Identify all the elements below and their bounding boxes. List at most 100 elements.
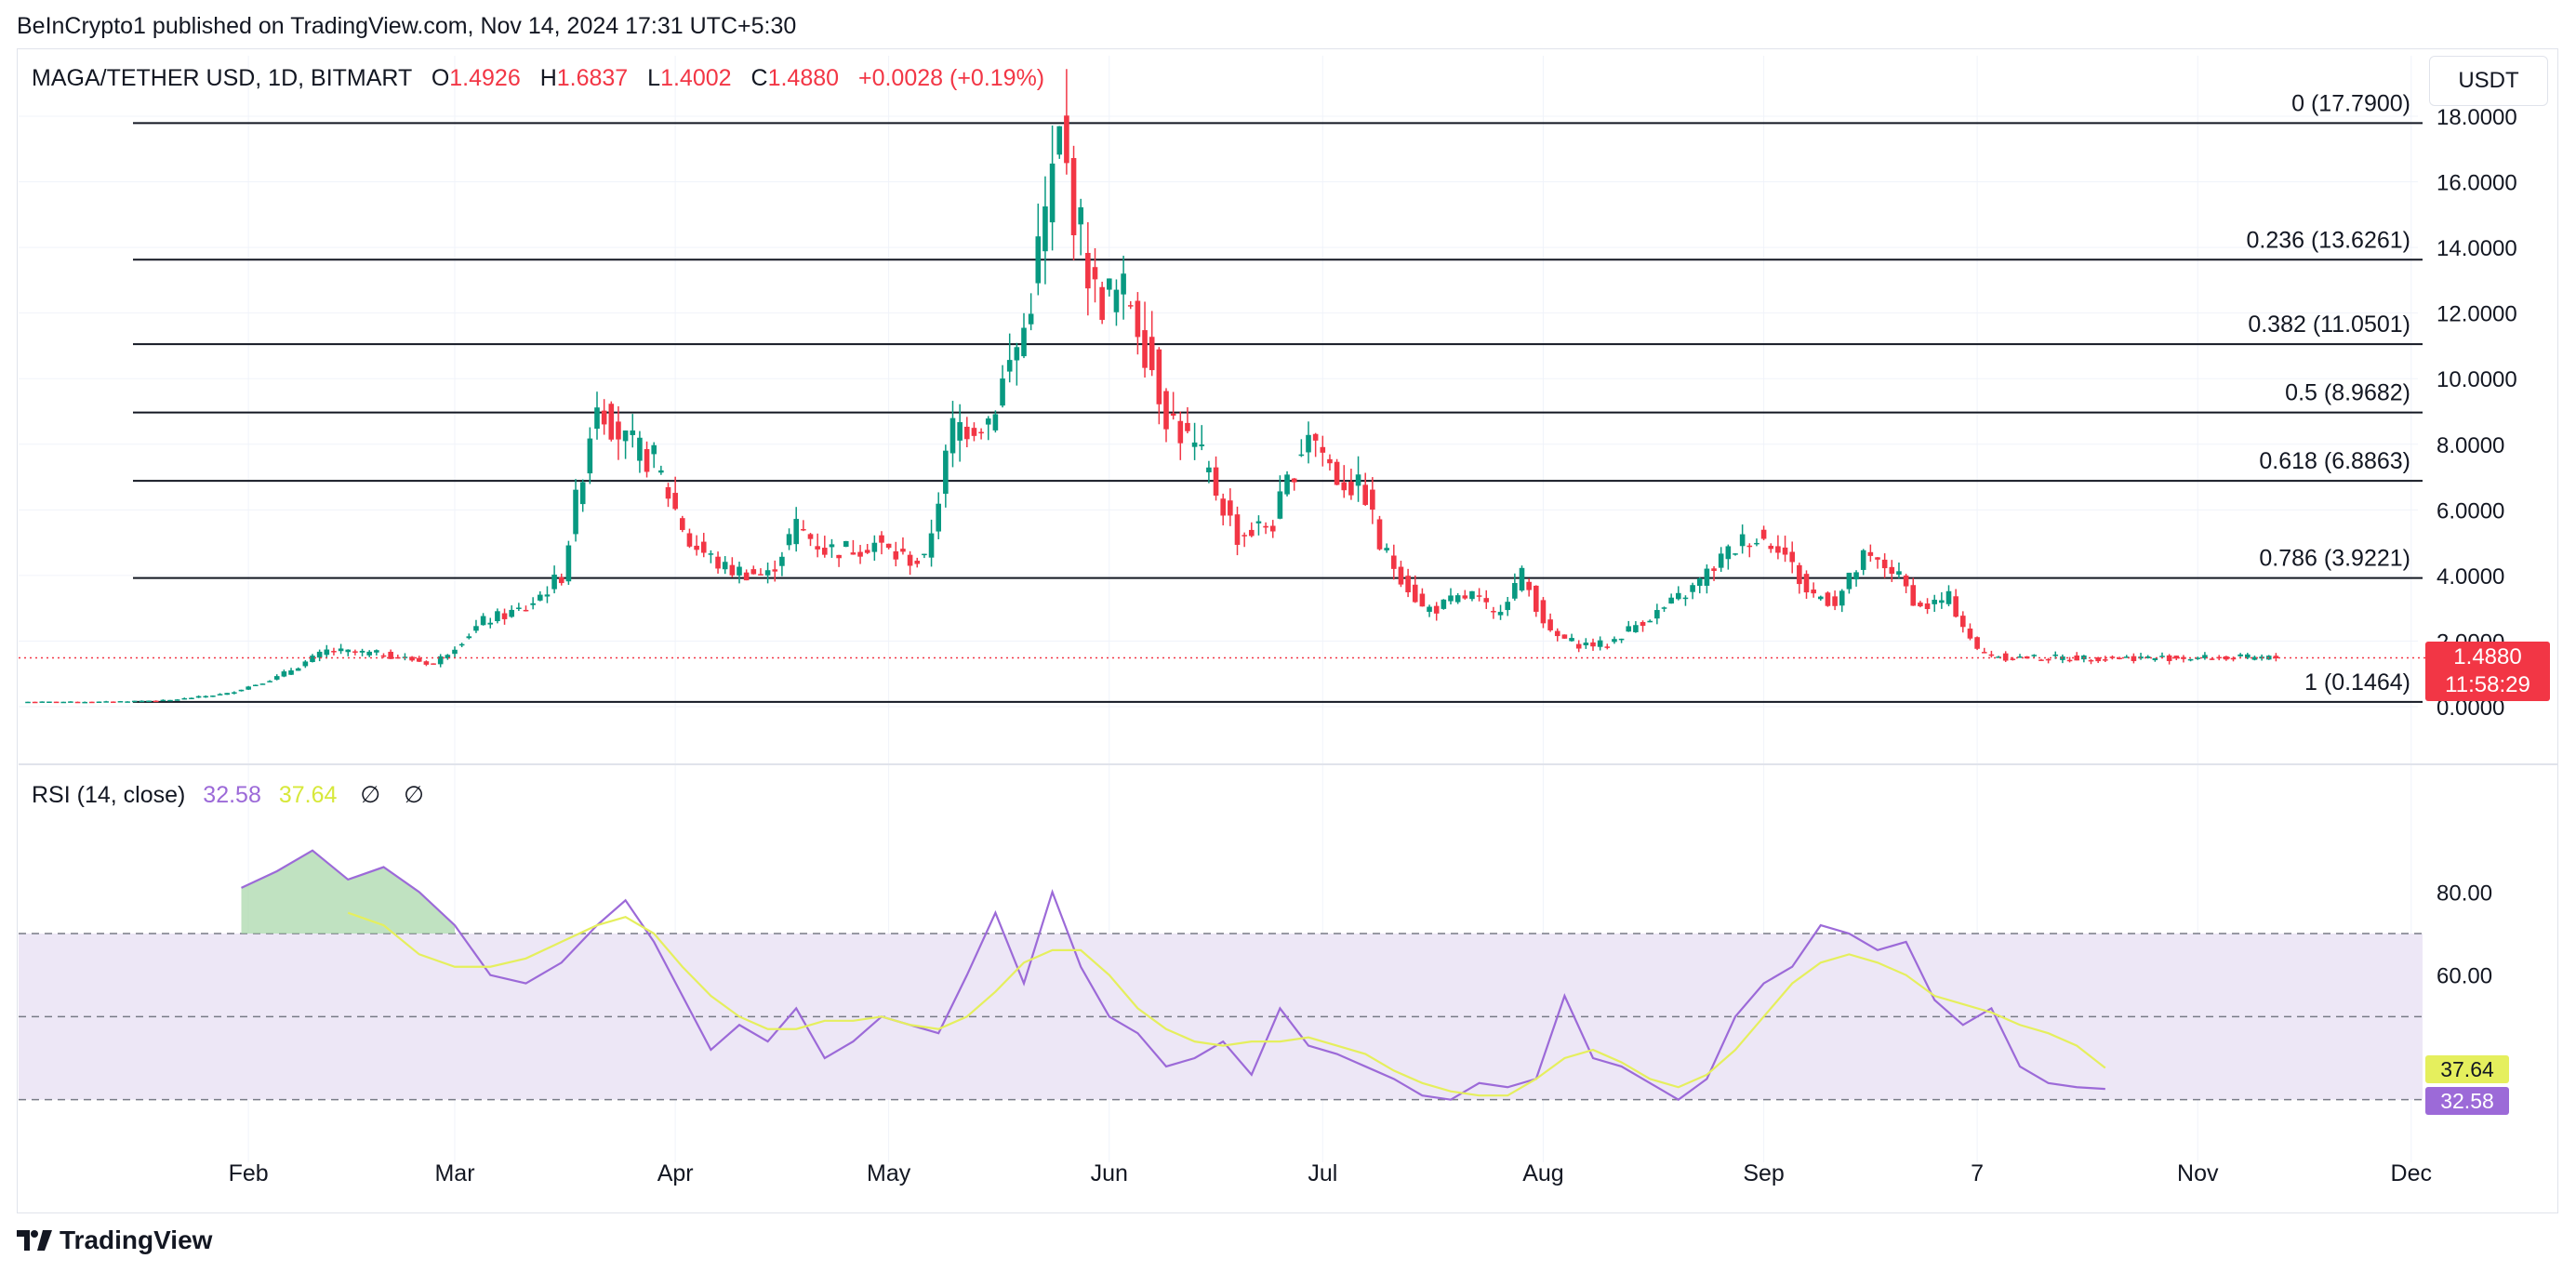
candle-body[interactable]	[1277, 491, 1283, 519]
candle-body[interactable]	[2159, 656, 2165, 657]
candle-body[interactable]	[2273, 656, 2279, 659]
currency-unit-button[interactable]: USDT	[2429, 56, 2548, 106]
candle-body[interactable]	[680, 518, 685, 530]
candle-body[interactable]	[1939, 600, 1945, 603]
candle-body[interactable]	[195, 696, 202, 698]
candle-body[interactable]	[1797, 564, 1802, 585]
candle-body[interactable]	[1362, 484, 1368, 505]
candle-body[interactable]	[68, 701, 73, 703]
candle-body[interactable]	[1163, 391, 1169, 430]
candle-body[interactable]	[2002, 653, 2009, 661]
candle-body[interactable]	[1626, 626, 1632, 632]
candle-body[interactable]	[1718, 553, 1724, 568]
candle-body[interactable]	[1867, 551, 1874, 556]
candle-body[interactable]	[316, 651, 323, 658]
candle-body[interactable]	[936, 503, 941, 532]
candle-body[interactable]	[1028, 313, 1034, 325]
candle-body[interactable]	[1875, 557, 1880, 560]
candle-body[interactable]	[2117, 657, 2122, 659]
candle-body[interactable]	[538, 594, 543, 601]
candle-body[interactable]	[793, 519, 799, 545]
candle-body[interactable]	[587, 438, 593, 474]
candle-body[interactable]	[1682, 597, 1689, 600]
candle-body[interactable]	[1760, 529, 1767, 539]
candle-body[interactable]	[1696, 578, 1703, 587]
candle-body[interactable]	[1512, 583, 1518, 599]
candle-body[interactable]	[1085, 253, 1091, 289]
candle-body[interactable]	[1107, 278, 1112, 290]
candle-body[interactable]	[310, 656, 315, 662]
candle-body[interactable]	[1298, 454, 1305, 457]
candle-body[interactable]	[1454, 595, 1461, 603]
candle-body[interactable]	[281, 671, 287, 677]
candle-body[interactable]	[964, 426, 970, 440]
candle-body[interactable]	[1291, 478, 1297, 483]
candle-body[interactable]	[928, 533, 935, 558]
candle-body[interactable]	[1896, 571, 1902, 576]
candle-body[interactable]	[288, 669, 294, 675]
candle-body[interactable]	[2245, 654, 2251, 658]
candle-body[interactable]	[380, 655, 387, 657]
candle-body[interactable]	[594, 407, 600, 430]
candle-body[interactable]	[1789, 551, 1795, 563]
candle-body[interactable]	[907, 554, 913, 566]
candle-body[interactable]	[1448, 595, 1454, 602]
candle-body[interactable]	[1974, 637, 1980, 649]
candle-body[interactable]	[60, 701, 67, 704]
candle-body[interactable]	[1249, 529, 1255, 537]
candle-body[interactable]	[1654, 610, 1660, 619]
candle-body[interactable]	[495, 611, 500, 622]
candle-body[interactable]	[700, 541, 707, 553]
candle-body[interactable]	[1206, 467, 1212, 472]
candle-body[interactable]	[651, 444, 657, 455]
candle-body[interactable]	[1149, 337, 1155, 371]
candle-body[interactable]	[1113, 289, 1120, 312]
candle-body[interactable]	[2010, 658, 2016, 660]
candle-body[interactable]	[2181, 656, 2186, 659]
candle-body[interactable]	[473, 626, 479, 631]
candle-body[interactable]	[658, 470, 664, 473]
candle-body[interactable]	[1177, 420, 1184, 444]
candle-body[interactable]	[2152, 657, 2158, 660]
candle-body[interactable]	[74, 701, 81, 704]
candle-body[interactable]	[1419, 593, 1426, 607]
candle-body[interactable]	[1491, 611, 1496, 613]
candle-body[interactable]	[836, 554, 842, 559]
candle-body[interactable]	[388, 651, 393, 659]
candle-body[interactable]	[1746, 545, 1753, 548]
candle-body[interactable]	[2209, 658, 2215, 660]
candle-body[interactable]	[2123, 656, 2130, 658]
candle-body[interactable]	[1170, 413, 1176, 416]
candle-body[interactable]	[1733, 553, 1738, 555]
candle-body[interactable]	[395, 656, 401, 659]
candle-body[interactable]	[1064, 115, 1069, 164]
candle-body[interactable]	[1988, 654, 1995, 656]
candle-body[interactable]	[224, 693, 230, 696]
candle-body[interactable]	[111, 701, 116, 703]
candle-body[interactable]	[1327, 458, 1333, 464]
candle-body[interactable]	[1618, 638, 1625, 641]
candle-body[interactable]	[971, 428, 977, 436]
candle-body[interactable]	[1228, 500, 1233, 516]
candle-body[interactable]	[1384, 548, 1389, 550]
candle-body[interactable]	[2237, 654, 2243, 656]
candle-body[interactable]	[1427, 606, 1432, 613]
candle-body[interactable]	[544, 594, 551, 597]
candle-body[interactable]	[672, 493, 678, 510]
candle-body[interactable]	[2216, 656, 2222, 659]
candle-body[interactable]	[1263, 525, 1268, 528]
candle-body[interactable]	[273, 676, 280, 680]
candle-body[interactable]	[2017, 656, 2023, 658]
candle-body[interactable]	[1633, 625, 1639, 632]
candle-body[interactable]	[1569, 638, 1574, 642]
candle-body[interactable]	[1320, 446, 1326, 453]
candle-body[interactable]	[1220, 498, 1226, 516]
candle-body[interactable]	[758, 574, 764, 576]
candle-body[interactable]	[644, 449, 650, 472]
candle-body[interactable]	[167, 699, 173, 702]
candle-body[interactable]	[1945, 590, 1952, 604]
candle-body[interactable]	[259, 683, 266, 685]
candle-body[interactable]	[1526, 581, 1532, 590]
candle-body[interactable]	[1355, 474, 1361, 486]
candle-body[interactable]	[501, 613, 508, 619]
